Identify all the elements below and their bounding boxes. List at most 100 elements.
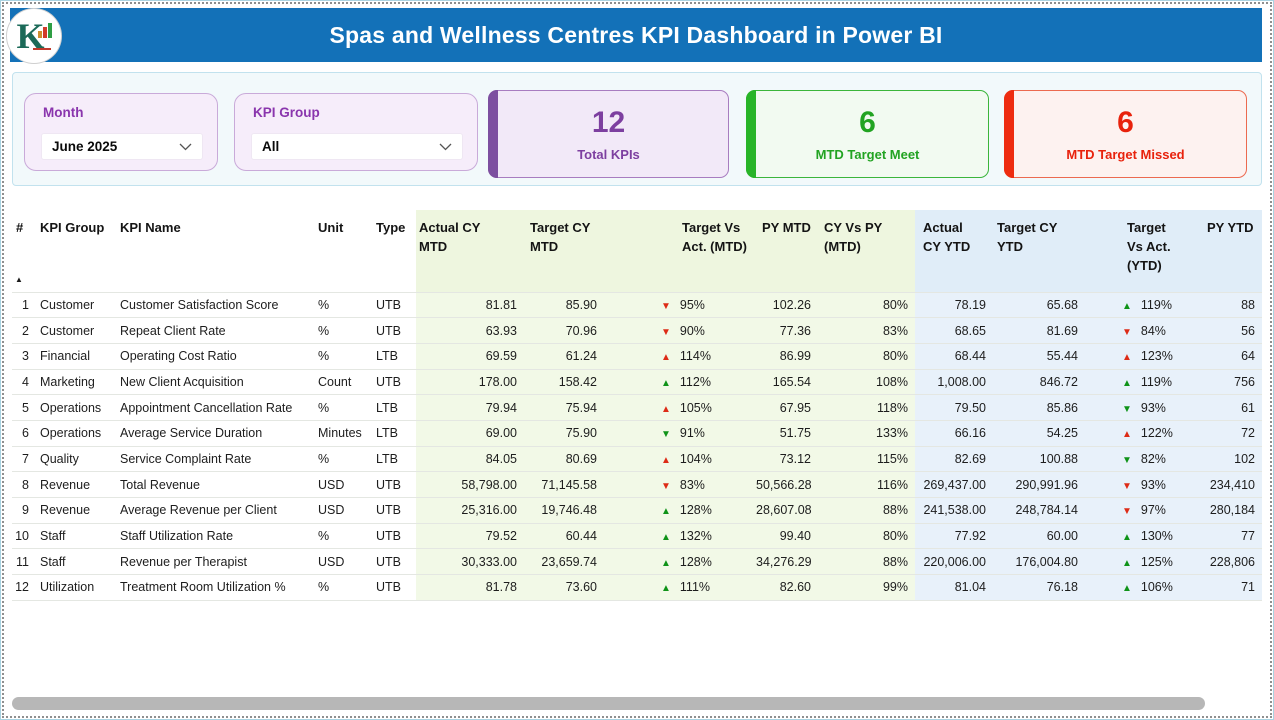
kpi-group-cell: Operations [38, 419, 118, 447]
target-cy-mtd-cell: 80.69 [524, 445, 604, 472]
column-header-target-cy-ytd[interactable]: Target CY YTD [993, 210, 1085, 292]
kpi-name-cell: Total Revenue [118, 471, 316, 498]
py-mtd-cell: 73.12 [756, 445, 818, 472]
arrow-up-icon: ▲ [661, 557, 671, 569]
kpi-group-slicer: KPI Group All [234, 93, 478, 171]
table-row[interactable]: 2 Customer Repeat Client Rate% UTB 63.93 70.9… [12, 317, 1262, 344]
table-row[interactable]: 7 Quality Service Complaint Rate% LTB 84.05 8… [12, 445, 1262, 472]
column-header-actual-cy-ytd[interactable]: Actual CY YTD [915, 210, 993, 292]
py-ytd-cell: 88 [1205, 291, 1262, 318]
actual-cy-ytd-cell: 78.19 [915, 291, 993, 318]
actual-cy-mtd-cell: 69.59 [416, 342, 524, 370]
table-row[interactable]: 12 Utilization Treatment Room Utilization … [12, 574, 1262, 601]
py-ytd-cell: 756 [1205, 368, 1262, 395]
chevron-down-icon [439, 138, 452, 156]
table-row[interactable]: 4 Marketing New Client Acquisition Count UTB… [12, 368, 1262, 395]
target-cy-ytd-cell: 100.88 [993, 445, 1085, 472]
target-cy-ytd-cell: 76.18 [993, 574, 1085, 601]
mtd-target-meet-label: MTD Target Meet [815, 146, 920, 162]
kpi-name-cell: Treatment Room Utilization % [118, 574, 316, 601]
arrow-down-icon: ▼ [1122, 326, 1132, 338]
py-mtd-cell: 86.99 [756, 342, 818, 370]
table-row[interactable]: 3 Financial Operating Cost Ratio% LTB 69.59 6… [12, 342, 1262, 370]
arrow-up-icon: ▲ [1122, 352, 1132, 364]
column-header-actual-cy-mtd[interactable]: Actual CY MTD [416, 210, 524, 292]
arrow-up-icon: ▲ [661, 506, 671, 518]
column-header-number[interactable]: # [16, 220, 24, 235]
column-header-kpi-name[interactable]: KPI Name [120, 220, 181, 235]
kpi-name-cell: Revenue per Therapist [118, 548, 316, 575]
arrow-down-icon: ▼ [661, 326, 671, 338]
kpi-group-cell: Staff [38, 522, 118, 549]
target-vs-act-ytd-cell: ▼ 93% [1085, 471, 1205, 498]
actual-cy-ytd-cell: 220,006.00 [915, 548, 993, 575]
table-row[interactable]: 1 Customer Customer Satisfaction Score% UTB… [12, 291, 1262, 318]
unit-cell: USD [316, 548, 374, 575]
card-accent-bar [488, 90, 498, 178]
kpi-name-cell: Customer Satisfaction Score [118, 291, 316, 318]
chevron-down-icon [179, 138, 192, 156]
column-header-py-mtd[interactable]: PY MTD [756, 210, 818, 292]
table-row[interactable]: 6 Operations Average Service Duration Minut… [12, 419, 1262, 447]
actual-cy-ytd-cell: 66.16 [915, 419, 993, 447]
title-bar: Spas and Wellness Centres KPI Dashboard … [10, 8, 1262, 62]
percent-value: 111% [679, 580, 711, 595]
percent-value: 95% [679, 297, 705, 312]
table-row[interactable]: 10 Staff Staff Utilization Rate% UTB 79.52 60… [12, 522, 1262, 549]
column-header-cy-vs-py-mtd[interactable]: CY Vs PY (MTD) [818, 210, 915, 292]
py-mtd-cell: 51.75 [756, 419, 818, 447]
column-header-type[interactable]: Type [376, 220, 406, 235]
kpi-group-cell: Revenue [38, 471, 118, 498]
kpi-group-dropdown[interactable]: All [251, 133, 463, 160]
column-header-unit[interactable]: Unit [318, 220, 344, 235]
target-cy-ytd-cell: 65.68 [993, 291, 1085, 318]
kpi-name-cell: New Client Acquisition [118, 368, 316, 395]
py-mtd-cell: 102.26 [756, 291, 818, 318]
row-number-cell: 10 [12, 522, 38, 549]
kpi-name-cell: Average Service Duration [118, 419, 316, 447]
py-ytd-cell: 77 [1205, 522, 1262, 549]
column-header-target-vs-act-ytd[interactable]: Target Vs Act. (YTD) [1085, 210, 1205, 292]
unit-cell: % [316, 445, 374, 472]
arrow-up-icon: ▲ [661, 403, 671, 415]
sort-ascending-icon: ▲ [15, 275, 23, 284]
py-ytd-cell: 72 [1205, 419, 1262, 447]
horizontal-scrollbar[interactable] [12, 697, 1205, 710]
unit-cell: % [316, 574, 374, 601]
target-vs-act-mtd-cell: ▲ 105% [604, 394, 756, 421]
py-mtd-cell: 28,607.08 [756, 497, 818, 524]
percent-value: 104% [679, 451, 712, 466]
column-header-target-cy-mtd[interactable]: Target CY MTD [524, 210, 604, 292]
unit-cell: Minutes [316, 419, 374, 447]
percent-value: 82% [1140, 451, 1166, 466]
card-accent-bar [1004, 90, 1014, 178]
total-kpis-card: 12 Total KPIs [488, 90, 729, 178]
kpi-group-cell: Financial [38, 342, 118, 370]
percent-value: 90% [679, 323, 705, 338]
actual-cy-ytd-cell: 79.50 [915, 394, 993, 421]
unit-cell: USD [316, 497, 374, 524]
kpi-group-cell: Operations [38, 394, 118, 421]
arrow-up-icon: ▲ [661, 583, 671, 595]
actual-cy-ytd-cell: 68.65 [915, 317, 993, 344]
cy-vs-py-mtd-cell: 88% [818, 548, 915, 575]
column-header-kpi-group[interactable]: KPI Group [40, 220, 105, 235]
table-row[interactable]: 11 Staff Revenue per Therapist USD UTB 30,333… [12, 548, 1262, 575]
percent-value: 83% [679, 477, 705, 492]
py-mtd-cell: 82.60 [756, 574, 818, 601]
actual-cy-ytd-cell: 1,008.00 [915, 368, 993, 395]
kpi-group-cell: Quality [38, 445, 118, 472]
table-row[interactable]: 5 Operations Appointment Cancellation Rate… [12, 394, 1262, 421]
table-row[interactable]: 9 Revenue Average Revenue per Client USD UTB… [12, 497, 1262, 524]
cy-vs-py-mtd-cell: 80% [818, 291, 915, 318]
month-dropdown[interactable]: June 2025 [41, 133, 203, 160]
type-cell: UTB [374, 548, 416, 575]
target-cy-mtd-cell: 23,659.74 [524, 548, 604, 575]
arrow-down-icon: ▼ [661, 480, 671, 492]
table-row[interactable]: 8 Revenue Total Revenue USD UTB 58,798.00 71,1… [12, 471, 1262, 498]
actual-cy-ytd-cell: 68.44 [915, 342, 993, 370]
kpi-group-dropdown-value: All [262, 139, 280, 154]
column-header-target-vs-act-mtd[interactable]: Target Vs Act. (MTD) [604, 210, 756, 292]
mtd-target-missed-card: 6 MTD Target Missed [1004, 90, 1247, 178]
column-header-py-ytd[interactable]: PY YTD [1205, 210, 1262, 292]
